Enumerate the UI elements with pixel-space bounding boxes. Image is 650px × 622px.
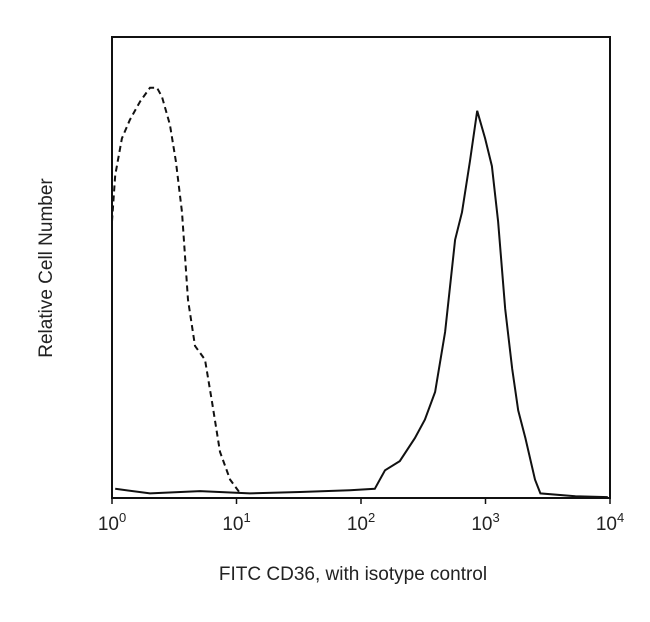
x-tick-label: 101	[222, 510, 250, 535]
x-tick-label: 100	[98, 510, 126, 535]
x-tick-base: 10	[596, 514, 617, 535]
x-axis-title: FITC CD36, with isotype control	[219, 564, 487, 585]
x-tick-base: 10	[347, 514, 368, 535]
x-tick-exponent: 3	[492, 510, 499, 525]
x-tick-label: 104	[596, 510, 624, 535]
x-tick-exponent: 2	[368, 510, 375, 525]
histogram-line	[115, 110, 608, 499]
x-tick-exponent: 4	[617, 510, 624, 525]
x-tick-label: 102	[347, 510, 375, 535]
x-tick-exponent: 0	[119, 510, 126, 525]
y-axis-title: Relative Cell Number	[36, 178, 57, 358]
x-tick-base: 10	[471, 514, 492, 535]
x-tick-base: 10	[98, 514, 119, 535]
x-tick-base: 10	[222, 514, 243, 535]
x-tick-exponent: 1	[243, 510, 250, 525]
x-tick-label: 103	[471, 510, 499, 535]
histogram-line	[111, 86, 242, 494]
